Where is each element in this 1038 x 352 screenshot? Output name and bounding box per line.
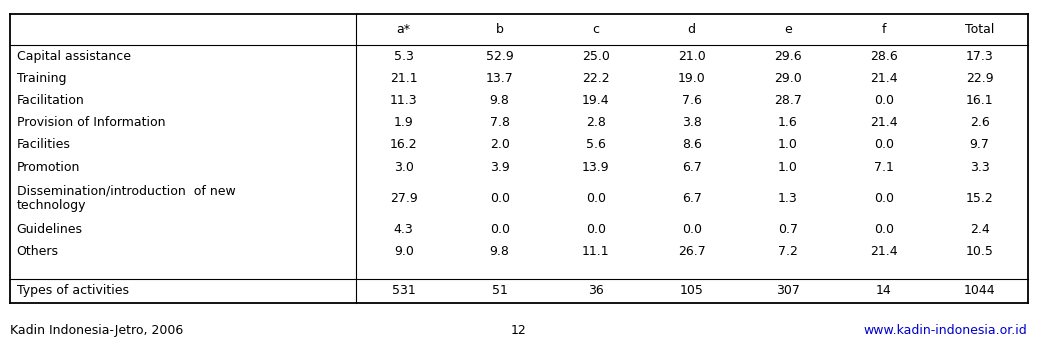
Text: Capital assistance: Capital assistance: [17, 50, 131, 63]
Text: 1.0: 1.0: [777, 161, 797, 174]
Text: 1.3: 1.3: [777, 192, 797, 205]
Text: 13.9: 13.9: [582, 161, 609, 174]
Text: 0.7: 0.7: [777, 223, 797, 236]
Text: Training: Training: [17, 72, 66, 85]
Text: 1.9: 1.9: [393, 116, 413, 129]
Text: 28.6: 28.6: [870, 50, 898, 63]
Text: d: d: [687, 23, 695, 36]
Text: 28.7: 28.7: [773, 94, 801, 107]
Text: 2.0: 2.0: [490, 138, 510, 151]
Text: 10.5: 10.5: [965, 245, 993, 258]
Text: 0.0: 0.0: [585, 192, 606, 205]
Text: e: e: [784, 23, 792, 36]
Text: 0.0: 0.0: [874, 138, 894, 151]
Text: 51: 51: [492, 284, 508, 297]
Text: 17.3: 17.3: [965, 50, 993, 63]
Text: 6.7: 6.7: [682, 192, 702, 205]
Text: 21.4: 21.4: [870, 72, 898, 85]
Text: 15.2: 15.2: [965, 192, 993, 205]
Text: 11.3: 11.3: [390, 94, 417, 107]
Text: 7.2: 7.2: [777, 245, 797, 258]
Text: 2.4: 2.4: [969, 223, 989, 236]
Text: 11.1: 11.1: [582, 245, 609, 258]
Text: 36: 36: [588, 284, 603, 297]
Text: 9.0: 9.0: [393, 245, 413, 258]
Text: 12: 12: [511, 324, 527, 337]
Text: 0.0: 0.0: [490, 223, 510, 236]
Text: 19.0: 19.0: [678, 72, 706, 85]
Text: Kadin Indonesia-Jetro, 2006: Kadin Indonesia-Jetro, 2006: [10, 324, 184, 337]
Text: 307: 307: [775, 284, 799, 297]
Text: 0.0: 0.0: [874, 192, 894, 205]
Text: 19.4: 19.4: [582, 94, 609, 107]
Text: 3.9: 3.9: [490, 161, 510, 174]
Text: 531: 531: [391, 284, 415, 297]
Text: 0.0: 0.0: [874, 223, 894, 236]
Text: 5.6: 5.6: [585, 138, 605, 151]
Text: 29.6: 29.6: [774, 50, 801, 63]
Text: Others: Others: [17, 245, 58, 258]
Text: 21.1: 21.1: [390, 72, 417, 85]
Text: 7.6: 7.6: [682, 94, 702, 107]
Text: 21.4: 21.4: [870, 116, 898, 129]
Text: 0.0: 0.0: [874, 94, 894, 107]
Text: www.kadin-indonesia.or.id: www.kadin-indonesia.or.id: [864, 324, 1028, 337]
Text: Total: Total: [965, 23, 994, 36]
Text: 9.8: 9.8: [490, 94, 510, 107]
Text: 52.9: 52.9: [486, 50, 514, 63]
Text: c: c: [592, 23, 599, 36]
Text: 22.9: 22.9: [965, 72, 993, 85]
Text: 2.8: 2.8: [585, 116, 605, 129]
Text: 16.1: 16.1: [965, 94, 993, 107]
Text: 27.9: 27.9: [390, 192, 417, 205]
Text: 105: 105: [680, 284, 704, 297]
Text: f: f: [881, 23, 885, 36]
Text: Provision of Information: Provision of Information: [17, 116, 165, 129]
Text: 3.3: 3.3: [969, 161, 989, 174]
Text: Guidelines: Guidelines: [17, 223, 83, 236]
Text: 6.7: 6.7: [682, 161, 702, 174]
Text: 0.0: 0.0: [490, 192, 510, 205]
Text: 1.0: 1.0: [777, 138, 797, 151]
Text: 7.1: 7.1: [874, 161, 894, 174]
Text: b: b: [496, 23, 503, 36]
Text: 21.0: 21.0: [678, 50, 706, 63]
Text: Promotion: Promotion: [17, 161, 80, 174]
Text: 0.0: 0.0: [585, 223, 606, 236]
Text: 1.6: 1.6: [777, 116, 797, 129]
Text: 25.0: 25.0: [581, 50, 609, 63]
Text: 9.8: 9.8: [490, 245, 510, 258]
Text: 26.7: 26.7: [678, 245, 706, 258]
Text: 3.0: 3.0: [393, 161, 413, 174]
Text: 14: 14: [876, 284, 892, 297]
Text: 16.2: 16.2: [390, 138, 417, 151]
Text: Facilities: Facilities: [17, 138, 71, 151]
Text: 2.6: 2.6: [969, 116, 989, 129]
Text: 9.7: 9.7: [969, 138, 989, 151]
Text: 0.0: 0.0: [682, 223, 702, 236]
Text: 3.8: 3.8: [682, 116, 702, 129]
Text: a*: a*: [397, 23, 411, 36]
Text: Dissemination/introduction  of new
technology: Dissemination/introduction of new techno…: [17, 184, 236, 212]
Text: 21.4: 21.4: [870, 245, 898, 258]
Text: Types of activities: Types of activities: [17, 284, 129, 297]
Text: 7.8: 7.8: [490, 116, 510, 129]
Text: 4.3: 4.3: [393, 223, 413, 236]
Text: Facilitation: Facilitation: [17, 94, 84, 107]
Text: 13.7: 13.7: [486, 72, 514, 85]
Text: 29.0: 29.0: [773, 72, 801, 85]
Text: 22.2: 22.2: [582, 72, 609, 85]
Text: 1044: 1044: [964, 284, 995, 297]
Text: 5.3: 5.3: [393, 50, 413, 63]
Text: 8.6: 8.6: [682, 138, 702, 151]
